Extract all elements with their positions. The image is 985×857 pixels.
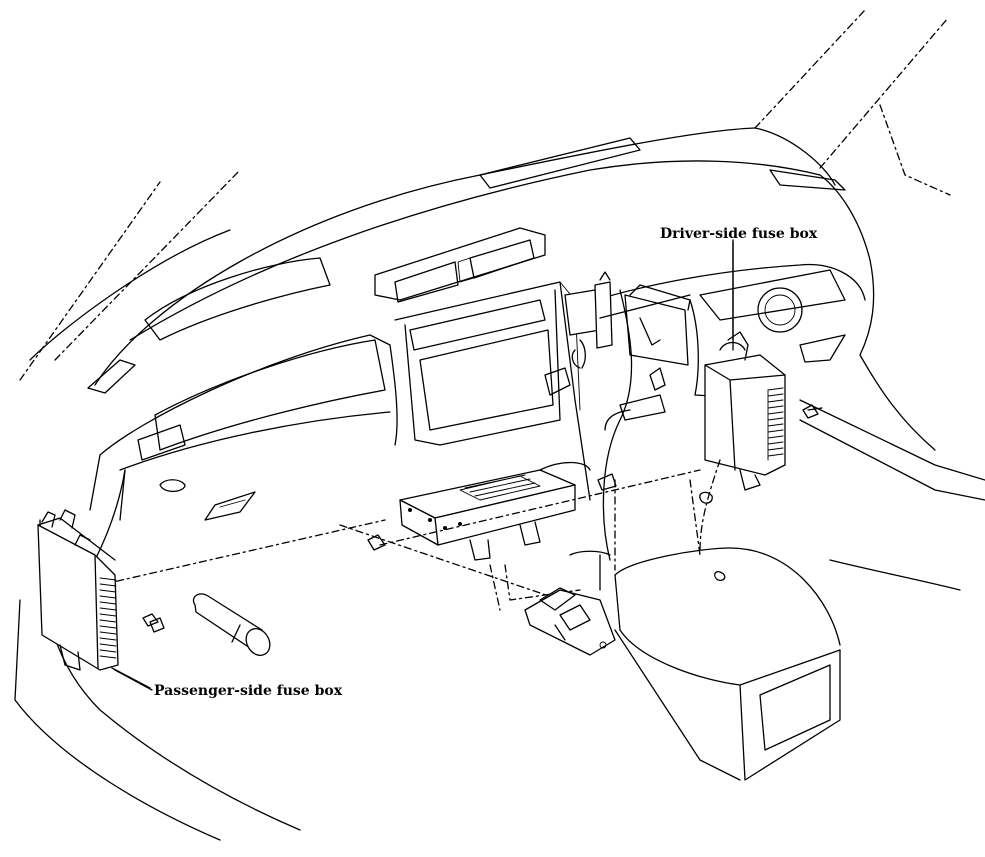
center-stack [394,281,591,501]
passenger-fuse-box-label: Passenger-side fuse box [154,683,343,699]
floor-console [99,459,841,781]
loose-parts [142,404,823,656]
dashboard-top [87,127,875,394]
center-control-unit [399,461,591,561]
callout-leaders [114,239,734,691]
relays-connectors [544,271,691,591]
driver-dash [579,263,985,501]
shifter-bracket [524,587,616,656]
center-vents [374,227,546,303]
driver-fuse-box-label: Driver-side fuse box [660,226,818,242]
passenger-fuse-box [37,509,151,689]
driver-fuse-box-terminals [767,387,784,461]
driver-fuse-box [704,241,786,491]
passenger-fuse-box-terminals [99,577,117,659]
passenger-dash [89,334,398,521]
windshield-frame [19,9,951,381]
